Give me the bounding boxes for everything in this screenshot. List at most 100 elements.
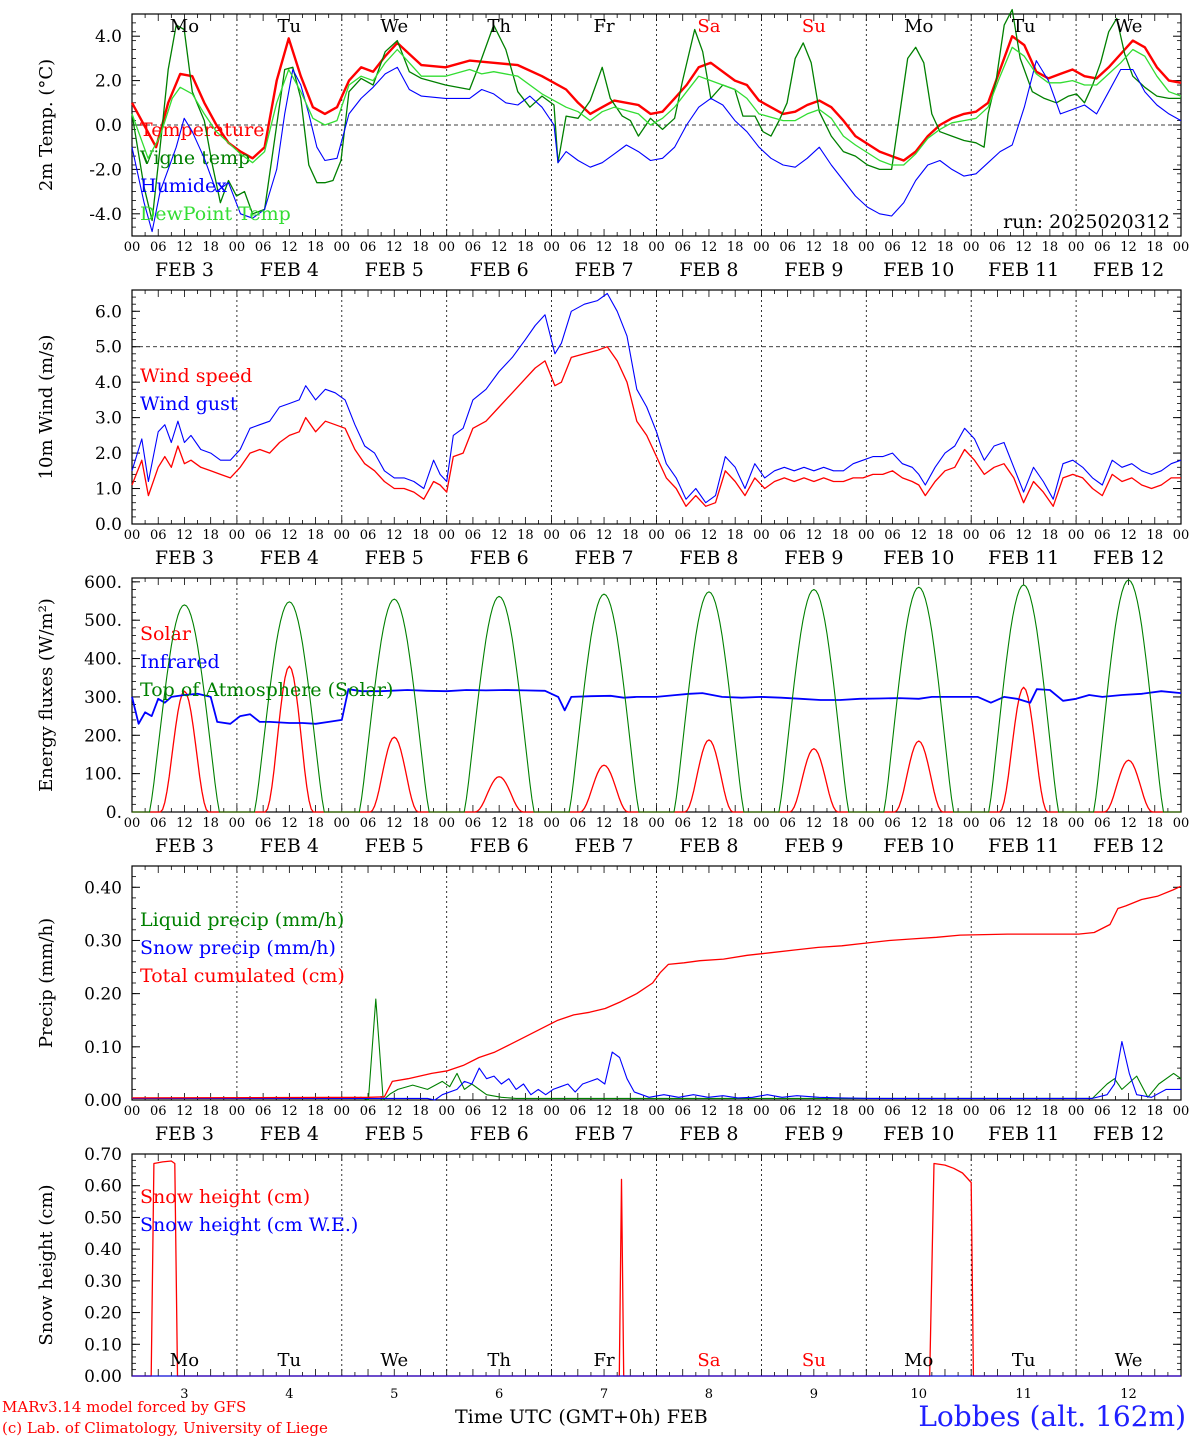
- y-tick-label: 0.10: [84, 1038, 122, 1058]
- date-label: FEB 12: [1093, 1123, 1164, 1145]
- date-label: FEB 6: [470, 835, 529, 857]
- hour-label: 18: [622, 816, 639, 831]
- hour-label: 06: [465, 240, 482, 255]
- y-tick-label: 0.20: [84, 1304, 122, 1324]
- time-axis-title: Time UTC (GMT+0h) FEB: [455, 1406, 708, 1428]
- date-label: FEB 9: [784, 547, 843, 569]
- hour-label: 06: [779, 240, 796, 255]
- hour-label: 06: [989, 1104, 1006, 1119]
- legend-entry: Total cumulated (cm): [140, 965, 345, 987]
- date-label: FEB 10: [883, 547, 954, 569]
- legend-entry: Solar: [140, 623, 192, 645]
- weekday-label: Mo: [170, 16, 199, 37]
- legend-entry: Humidex: [140, 175, 227, 197]
- weekday-label: Th: [487, 16, 511, 37]
- hour-label: 00: [543, 1104, 560, 1119]
- hour-label: 18: [622, 1104, 639, 1119]
- hour-label: 12: [1015, 240, 1032, 255]
- hour-label: 12: [1120, 1104, 1137, 1119]
- hour-label: 06: [360, 528, 377, 543]
- hour-label: 00: [753, 528, 770, 543]
- series-line-wind-speed: [131, 346, 1181, 507]
- date-label: FEB 10: [883, 1123, 954, 1145]
- date-label: FEB 10: [883, 259, 954, 281]
- hour-label: 18: [832, 816, 849, 831]
- hour-label: 18: [622, 528, 639, 543]
- y-tick-label: 2.0: [95, 72, 122, 92]
- hour-label: 18: [1042, 1104, 1059, 1119]
- hour-label: 18: [202, 1104, 219, 1119]
- x-axis-title: Time UTC (GMT+0h): [455, 1406, 661, 1428]
- hour-label: 12: [281, 1104, 298, 1119]
- y-tick-label: 2.0: [95, 444, 122, 464]
- y-tick-label: 0.50: [84, 1208, 122, 1228]
- hour-label: 18: [412, 816, 429, 831]
- hour-label: 18: [1042, 528, 1059, 543]
- hour-label: 12: [701, 240, 718, 255]
- hour-label: 12: [806, 1104, 823, 1119]
- date-label: FEB 12: [1093, 259, 1164, 281]
- weekday-label: Th: [487, 1350, 511, 1371]
- hour-label: 06: [360, 816, 377, 831]
- hour-label: 00: [753, 816, 770, 831]
- y-tick-label: 3.0: [95, 409, 122, 429]
- hour-label: 06: [255, 1104, 272, 1119]
- date-label: FEB 11: [988, 259, 1059, 281]
- hour-label: 12: [701, 528, 718, 543]
- y-tick-label: 0.40: [84, 878, 122, 898]
- hour-label: 18: [727, 528, 744, 543]
- series-line-top-of-atmosphere-solar-: [132, 579, 1181, 813]
- weekday-label: Su: [802, 1350, 826, 1371]
- y-tick-label: 400.: [84, 650, 122, 670]
- date-label: FEB 4: [260, 547, 319, 569]
- hour-label: 18: [412, 240, 429, 255]
- hour-label: 12: [491, 816, 508, 831]
- weekday-label: We: [1115, 1350, 1143, 1371]
- hour-label: 00: [334, 240, 351, 255]
- hour-label: 18: [202, 240, 219, 255]
- date-label: FEB 9: [784, 259, 843, 281]
- date-label: FEB 5: [365, 835, 424, 857]
- hour-label: 06: [360, 240, 377, 255]
- hour-label: 18: [832, 528, 849, 543]
- day-number: 12: [1120, 1387, 1137, 1402]
- date-label: FEB 8: [679, 835, 738, 857]
- hour-label: 18: [412, 528, 429, 543]
- hour-label: 00: [438, 528, 455, 543]
- hour-label: 06: [570, 816, 587, 831]
- hour-label: 06: [989, 816, 1006, 831]
- hour-label: 06: [779, 816, 796, 831]
- run-label: run: 2025020312: [1003, 211, 1170, 233]
- series-line-liquid-precip-mm-h-: [132, 998, 1182, 1101]
- hour-label: 00: [753, 240, 770, 255]
- y-axis-label: Precip (mm/h): [36, 918, 57, 1048]
- hour-label: 06: [465, 1104, 482, 1119]
- hour-label: 12: [910, 240, 927, 255]
- hour-label: 00: [124, 528, 141, 543]
- date-label: FEB 8: [679, 547, 738, 569]
- hour-label: 12: [386, 528, 403, 543]
- hour-label: 00: [1068, 816, 1085, 831]
- y-tick-label: 0.00: [84, 1367, 122, 1387]
- hour-label: 06: [1094, 816, 1111, 831]
- hour-label: 00: [438, 816, 455, 831]
- hour-label: 12: [596, 816, 613, 831]
- date-label: FEB 8: [679, 259, 738, 281]
- hour-label: 06: [570, 528, 587, 543]
- weekday-label: Sa: [697, 16, 720, 37]
- hour-label: 06: [255, 240, 272, 255]
- legend-entry: Wind speed: [140, 365, 252, 387]
- legend-entry: Liquid precip (mm/h): [140, 909, 344, 931]
- y-tick-label: 0.0: [95, 116, 122, 136]
- day-number: 8: [705, 1387, 713, 1402]
- date-label: FEB 9: [784, 1123, 843, 1145]
- day-number: 4: [285, 1387, 293, 1402]
- date-label: FEB 11: [988, 1123, 1059, 1145]
- y-axis-label: 2m Temp. (°C): [36, 59, 57, 191]
- y-tick-label: 0.10: [84, 1335, 122, 1355]
- hour-label: 12: [1015, 1104, 1032, 1119]
- hour-label: 12: [596, 528, 613, 543]
- hour-label: 12: [491, 528, 508, 543]
- hour-label: 12: [596, 1104, 613, 1119]
- hour-label: 18: [727, 240, 744, 255]
